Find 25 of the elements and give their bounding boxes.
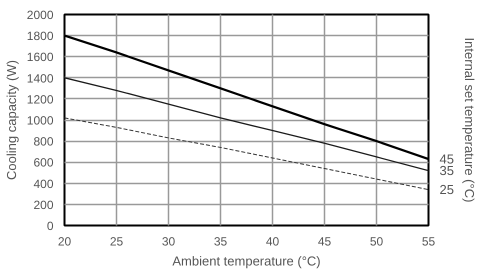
x-tick-label: 35 [214,234,228,248]
y-tick-label: 200 [33,198,54,212]
y-tick-label: 400 [33,176,54,191]
x-tick-label: 25 [110,234,124,248]
x-tick-label: 50 [370,234,384,248]
y-tick-label: 1200 [26,92,54,106]
line-series [64,77,428,172]
x-tick-label: 20 [58,234,72,248]
series-label: 25 [440,182,454,198]
x-tick-label: 40 [266,234,280,248]
y-tick-label: 600 [33,156,54,170]
y-tick-label: 2000 [26,8,54,22]
y-tick-label: 1600 [26,50,54,64]
legend-title: Internal set temperature (°C) [462,38,477,202]
line-series [64,117,428,190]
y-axis-title: Cooling capacity (W) [4,60,19,180]
x-tick-label: 55 [422,234,436,248]
y-tick-label: 800 [33,134,54,149]
y-tick-label: 1000 [26,114,54,128]
y-tick-label: 1400 [26,71,54,86]
x-tick-label: 30 [162,234,176,248]
y-tick-label: 0 [46,219,54,233]
x-axis-title: Ambient temperature (°C) [172,254,321,268]
x-tick-label: 45 [318,234,332,248]
y-tick-label: 1800 [26,29,54,44]
